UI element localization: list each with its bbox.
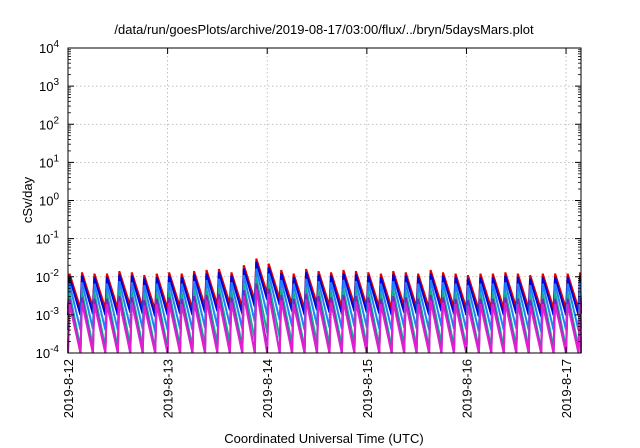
x-tick-label: 2019-8-15	[360, 359, 375, 418]
x-axis: 2019-8-12 2019-8-13 2019-8-14 2019-8-15 2019…	[61, 48, 574, 418]
series-group	[67, 258, 582, 354]
y-axis-label: cSv/day	[20, 176, 35, 223]
y-tick-label: 103	[39, 77, 59, 94]
chart-title: /data/run/goesPlots/archive/2019-08-17/0…	[114, 22, 534, 37]
y-tick-label: 104	[39, 39, 59, 56]
y-tick-label: 10-3	[36, 306, 60, 323]
x-axis-label: Coordinated Universal Time (UTC)	[224, 431, 423, 446]
x-tick-label: 2019-8-17	[559, 359, 574, 418]
y-tick-label: 100	[39, 192, 59, 209]
y-tick-label: 101	[39, 153, 59, 170]
x-tick-label: 2019-8-12	[61, 359, 76, 418]
y-tick-label: 10-2	[36, 268, 60, 285]
x-tick-label: 2019-8-13	[161, 359, 176, 418]
y-tick-label: 10-4	[36, 344, 60, 361]
y-tick-label: 10-1	[36, 230, 60, 247]
x-tick-label: 2019-8-14	[260, 359, 275, 418]
y-axis: 10-4 10-3 10-2 10-1 100 101 102 103 104	[36, 39, 581, 361]
y-tick-label: 102	[39, 115, 59, 132]
grid	[68, 48, 581, 353]
x-tick-label: 2019-8-16	[459, 359, 474, 418]
